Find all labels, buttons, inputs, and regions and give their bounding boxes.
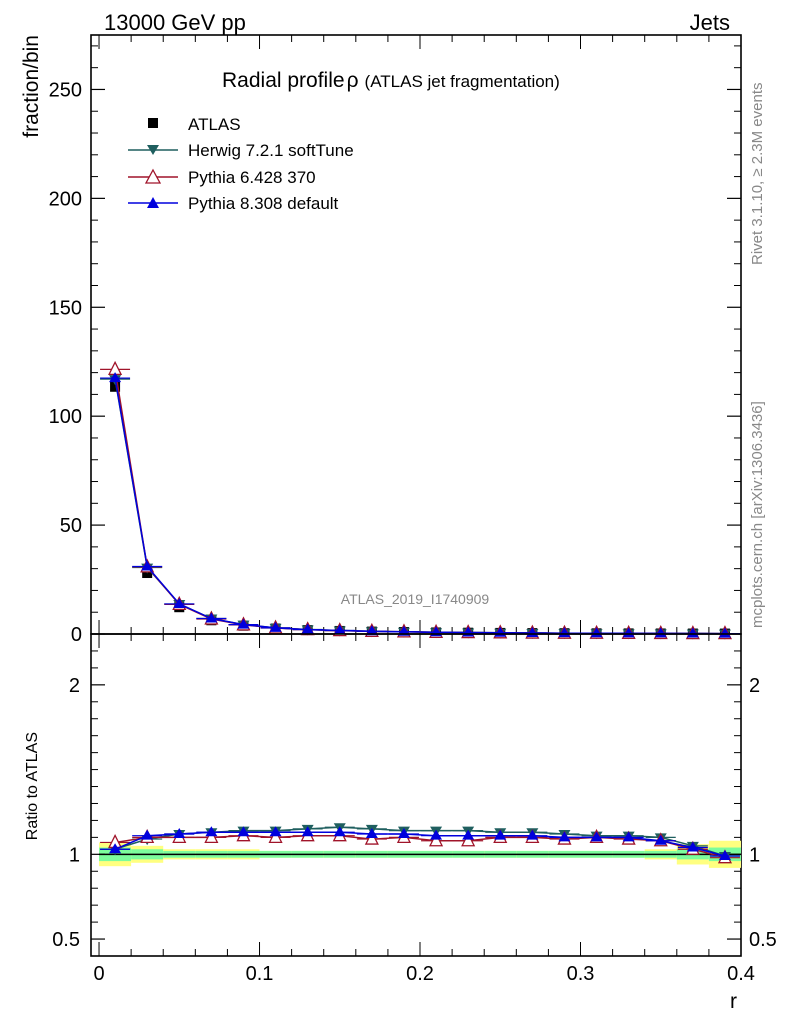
legend-item-pythia8: Pythia 8.308 default xyxy=(128,194,339,213)
ratio-point-pythia6 xyxy=(268,828,283,844)
ratio-ylabel: Ratio to ATLAS xyxy=(24,732,41,840)
chart-title-main: Radial profile xyxy=(222,69,345,92)
legend-item-herwig: Herwig 7.2.1 softTune xyxy=(128,141,354,160)
main-ytick-label: 250 xyxy=(49,79,82,101)
ratio-point-pythia8 xyxy=(590,831,603,842)
rivet-label: Rivet 3.1.10, ≥ 2.3M events xyxy=(749,83,766,266)
legend-marker-pythia6 xyxy=(144,168,162,184)
legend-label-pythia8: Pythia 8.308 default xyxy=(188,194,339,213)
ratio-point-pythia8 xyxy=(237,826,250,837)
ratio-point-pythia8 xyxy=(109,843,122,854)
main-ytick-label: 150 xyxy=(49,297,82,319)
ratio-xlabel: r xyxy=(730,990,737,1013)
main-point-pythia8 xyxy=(205,612,218,623)
ratio-ytick-label: 1 xyxy=(69,844,80,866)
ratio-frame xyxy=(90,633,742,957)
ratio-point-pythia8 xyxy=(526,829,539,840)
ratio-point-pythia8 xyxy=(333,826,346,837)
ratio-point-pythia6 xyxy=(204,828,219,844)
main-point-pythia8 xyxy=(365,625,378,636)
mcplots-label: mcplots.cern.ch [arXiv:1306.3436] xyxy=(749,401,766,628)
ratio-point-pythia8 xyxy=(397,827,410,838)
main-ytick-label: 50 xyxy=(60,515,82,537)
ratio-point-pythia8 xyxy=(301,826,314,837)
main-point-pythia8 xyxy=(173,597,186,608)
legend-label-data: ATLAS xyxy=(188,115,241,134)
ratio-point-pythia8 xyxy=(558,831,571,842)
ratio-point-pythia8 xyxy=(654,834,667,845)
ratio-ytick-label: 0.5 xyxy=(52,929,80,951)
ratio-panel: 0.5 0.5 1 1 2 2 0 0.1 0.2 0.3 0.4 xyxy=(52,633,777,985)
ratio-ytick-label-right: 1 xyxy=(749,844,760,866)
ratio-point-pythia8 xyxy=(718,850,731,861)
ratio-ytick-label-right: 2 xyxy=(749,675,760,697)
main-ytick-label: 100 xyxy=(49,406,82,428)
main-point-data xyxy=(110,381,121,392)
main-point-pythia8 xyxy=(333,624,346,635)
legend-item-pythia6: Pythia 6.428 370 xyxy=(128,168,316,187)
ratio-point-pythia6 xyxy=(364,830,379,845)
ratio-point-pythia8 xyxy=(365,827,378,838)
ratio-point-pythia8 xyxy=(494,829,507,840)
header-right: Jets xyxy=(690,10,730,35)
legend-item-data: ATLAS xyxy=(148,115,241,134)
ratio-ytick-label: 2 xyxy=(69,675,80,697)
ratio-ytick-label-right: 0.5 xyxy=(749,929,777,951)
header-left: 13000 GeV pp xyxy=(104,10,246,35)
main-ytick-label: 0 xyxy=(71,624,82,646)
ratio-xtick-label: 0.4 xyxy=(727,963,755,985)
main-point-pythia8 xyxy=(269,621,282,632)
main-point-pythia8 xyxy=(237,618,250,629)
ratio-point-pythia8 xyxy=(205,826,218,837)
ratio-point-pythia8 xyxy=(462,829,475,840)
main-point-pythia8 xyxy=(109,372,122,383)
legend-label-pythia6: Pythia 6.428 370 xyxy=(188,168,316,187)
main-point-pythia8 xyxy=(622,627,635,638)
legend-marker-pythia8 xyxy=(147,197,159,208)
legend-label-herwig: Herwig 7.2.1 softTune xyxy=(188,141,354,160)
chart-title-sub: (ATLAS jet fragmentation) xyxy=(365,72,560,91)
main-ylabel: fraction/bin xyxy=(20,35,43,138)
legend-marker-herwig xyxy=(147,145,159,155)
main-point-pythia8 xyxy=(718,627,731,638)
ratio-point-pythia8 xyxy=(141,829,154,840)
legend-marker-data xyxy=(148,118,158,128)
main-point-pythia8 xyxy=(686,627,699,638)
ratio-xtick-label: 0 xyxy=(93,963,104,985)
chart-title-symbol: ρ xyxy=(347,69,359,92)
ratio-point-pythia8 xyxy=(430,829,443,840)
main-point-pythia8 xyxy=(301,623,314,634)
chart-title: Radial profileρ (ATLAS jet fragmentation) xyxy=(222,69,560,92)
ratio-xtick-label: 0.1 xyxy=(246,963,274,985)
ratio-point-pythia6 xyxy=(461,832,476,847)
main-point-pythia8 xyxy=(654,627,667,638)
ratio-point-pythia8 xyxy=(686,841,699,852)
ratio-point-pythia8 xyxy=(173,827,186,838)
ratio-point-pythia8 xyxy=(269,826,282,837)
ratio-point-pythia8 xyxy=(622,831,635,842)
ratio-point-pythia6 xyxy=(429,832,444,847)
analysis-watermark: ATLAS_2019_I1740909 xyxy=(341,591,490,607)
legend: ATLAS Herwig 7.2.1 softTune Pythia 6.428… xyxy=(128,115,354,213)
main-ytick-label: 200 xyxy=(49,188,82,210)
ratio-xtick-label: 0.3 xyxy=(567,963,595,985)
ratio-xtick-label: 0.2 xyxy=(406,963,434,985)
main-point-pythia8 xyxy=(141,560,154,571)
